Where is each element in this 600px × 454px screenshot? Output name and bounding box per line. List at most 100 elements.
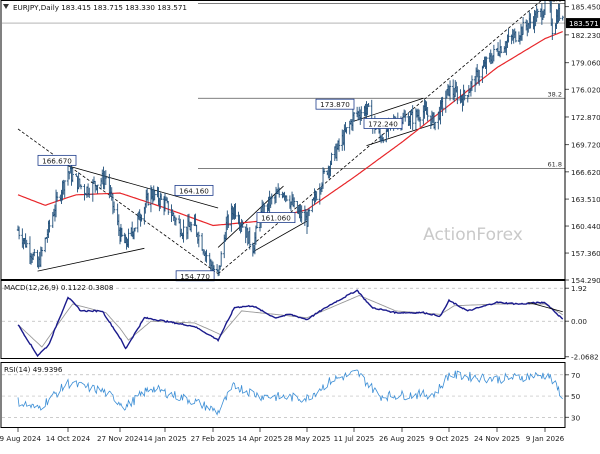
chart-title: EURJPY,Daily 183.415 183.715 183.330 183… [13,3,187,12]
price-axis-label: 169.720 [571,141,600,150]
price-axis-label: 166.620 [571,168,600,177]
price-bar [426,106,429,122]
price-bar [543,0,546,16]
price-bar [112,201,116,213]
collapse-triangle-icon[interactable] [3,4,9,9]
price-axis-label: 185.450 [571,3,600,12]
price-bar [441,96,444,117]
last-price-bg [566,18,600,29]
price-bar [456,86,459,105]
price-bar [79,184,83,190]
swing-label: 173.870 [315,98,355,110]
price-bar [219,251,223,267]
x-axis-label: 11 Jul 2025 [334,434,375,443]
price-bar [561,15,564,21]
price-bar [448,80,452,101]
price-bar [205,249,208,263]
swing-label-box [37,154,77,166]
price-bar [104,170,108,185]
swing-label-text: 173.870 [320,100,350,109]
x-axis-label: 9 Jan 2026 [526,434,565,443]
swing-label: 164.160 [174,184,214,196]
price-bar [255,222,259,229]
rsi-axis-label: 70 [571,371,581,380]
price-bar [360,106,363,121]
macd-axis-label: 1.92 [571,284,587,293]
price-bar [345,127,348,134]
watermark-text: ActionForex [423,225,523,245]
swing-label: 161.060 [256,212,296,223]
price-bar [189,221,193,233]
price-bar [485,56,488,75]
price-bar [536,8,539,18]
rsi-axis-label: 50 [571,392,581,401]
price-bar [278,187,281,198]
price-bar [433,121,437,131]
wedge-lower-line [252,220,308,253]
price-bar [270,193,273,205]
macd-divergence-line [528,301,563,313]
macd-line [17,289,564,358]
x-axis-label: 28 May 2025 [284,434,331,443]
rsi-line [17,369,563,416]
price-bar [83,184,86,201]
price-bar [322,168,326,174]
swing-label-text: 154.770 [180,272,210,281]
flag-lower-line [366,123,436,147]
price-bar [88,187,91,198]
rsi-axis-label: 30 [571,413,581,422]
price-bar [470,75,474,91]
price-bar [160,193,163,200]
swing-label: 172.240 [363,118,403,129]
price-bar [212,265,216,272]
price-bar [133,227,137,232]
price-bar [330,152,333,166]
price-bar [182,219,185,243]
price-bar [17,226,21,240]
price-bar [153,190,156,201]
price-bar [404,110,407,122]
price-bar [521,17,525,35]
price-bar [71,167,74,183]
x-axis-label: 29 Aug 2024 [0,434,41,443]
last-price-badge: 183.571 [566,18,600,29]
price-bar [174,217,178,226]
price-bar [558,3,561,21]
price-bar [463,89,466,101]
rsi-title: RSI(14) 49.9396 [4,365,63,374]
fib-level-label: 61.8 [548,160,562,168]
macd-axis-label: -2.0682 [571,353,599,362]
x-axis-label: 14 Oct 2024 [46,434,91,443]
price-bar [167,200,170,215]
dashed-downtrend-line [17,128,219,275]
swing-label-text: 161.060 [261,214,291,223]
price-axis-label: 179.060 [571,59,600,68]
macd-title: MACD(12,26,9) 0.1122 0.3808 [4,283,114,292]
wedge-upper-line [217,185,284,248]
chart-header: EURJPY,Daily 183.415 183.715 183.330 183… [3,3,187,12]
price-bar [127,228,130,248]
price-bar [507,28,510,43]
price-bar [292,197,296,208]
swing-label: 166.670 [37,154,77,166]
price-bar [120,227,124,237]
x-axis-label: 9 Oct 2025 [429,434,469,443]
x-axis-label: 14 Apr 2025 [238,434,282,443]
macd-signal-line [17,295,563,348]
swing-label-text: 164.160 [179,186,209,195]
dashed-uptrend-line [217,0,543,275]
pane-border [0,362,566,428]
last-price-text: 183.571 [569,19,599,28]
price-bar [33,248,36,257]
macd-axis-label: 0.00 [571,317,587,326]
price-bar [248,227,251,250]
swing-label-box [256,212,296,223]
price-bar [382,137,385,144]
price-bar [55,191,59,202]
x-axis-label: 14 Jan 2025 [143,434,186,443]
price-bar [307,208,311,217]
fib-level-label: 61.8 [548,0,562,4]
price-bar [337,138,341,152]
price-bar [285,195,288,202]
price-bar [241,220,244,228]
